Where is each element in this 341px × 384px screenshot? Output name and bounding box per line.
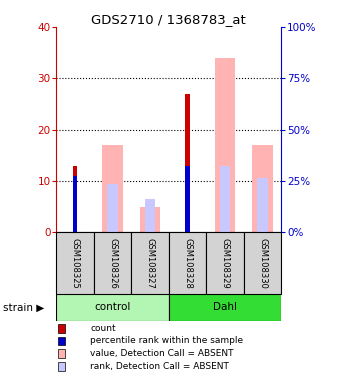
Text: Dahl: Dahl [213, 302, 237, 312]
FancyBboxPatch shape [56, 294, 169, 321]
Text: count: count [90, 324, 116, 333]
Bar [220, 166, 230, 232]
Bar [185, 166, 190, 232]
FancyBboxPatch shape [169, 294, 281, 321]
Text: GSM108327: GSM108327 [146, 238, 154, 288]
Title: GDS2710 / 1368783_at: GDS2710 / 1368783_at [91, 13, 246, 26]
Text: strain ▶: strain ▶ [3, 303, 45, 313]
Bar [185, 94, 190, 232]
Text: percentile rank within the sample: percentile rank within the sample [90, 336, 243, 346]
Bar [257, 179, 268, 232]
Bar [102, 145, 123, 232]
Bar [140, 207, 160, 232]
Text: GSM108329: GSM108329 [221, 238, 229, 288]
Bar [215, 58, 235, 232]
Bar [73, 166, 77, 232]
Text: GSM108330: GSM108330 [258, 238, 267, 288]
Text: value, Detection Call = ABSENT: value, Detection Call = ABSENT [90, 349, 234, 358]
Text: GSM108328: GSM108328 [183, 238, 192, 288]
FancyBboxPatch shape [244, 232, 281, 294]
FancyBboxPatch shape [131, 232, 169, 294]
FancyBboxPatch shape [94, 232, 131, 294]
Bar [145, 199, 155, 232]
Bar [252, 145, 273, 232]
FancyBboxPatch shape [56, 232, 94, 294]
Bar [107, 184, 118, 232]
Text: GSM108326: GSM108326 [108, 238, 117, 288]
Text: GSM108325: GSM108325 [71, 238, 79, 288]
FancyBboxPatch shape [169, 232, 206, 294]
Bar [73, 176, 77, 232]
Text: rank, Detection Call = ABSENT: rank, Detection Call = ABSENT [90, 362, 229, 371]
FancyBboxPatch shape [206, 232, 244, 294]
Text: control: control [94, 302, 131, 312]
